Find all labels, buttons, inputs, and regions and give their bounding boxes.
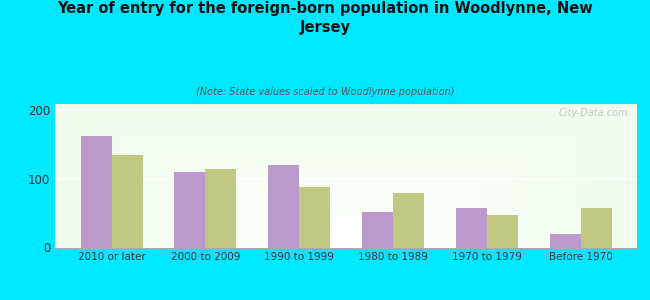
Bar <box>456 208 487 248</box>
Bar <box>268 165 299 248</box>
Bar <box>205 169 237 248</box>
Legend: Woodlynne, New Jersey: Woodlynne, New Jersey <box>247 299 445 300</box>
Bar <box>580 208 612 248</box>
Bar <box>550 234 580 248</box>
Text: City-Data.com: City-Data.com <box>558 108 629 118</box>
Text: Year of entry for the foreign-born population in Woodlynne, New
Jersey: Year of entry for the foreign-born popul… <box>57 2 593 35</box>
Bar <box>393 193 424 247</box>
Bar <box>299 187 330 247</box>
Bar <box>362 212 393 247</box>
Text: (Note: State values scaled to Woodlynne population): (Note: State values scaled to Woodlynne … <box>196 87 454 97</box>
Bar <box>81 136 112 247</box>
Bar <box>112 155 142 248</box>
Bar <box>174 172 205 248</box>
Bar <box>487 215 518 247</box>
